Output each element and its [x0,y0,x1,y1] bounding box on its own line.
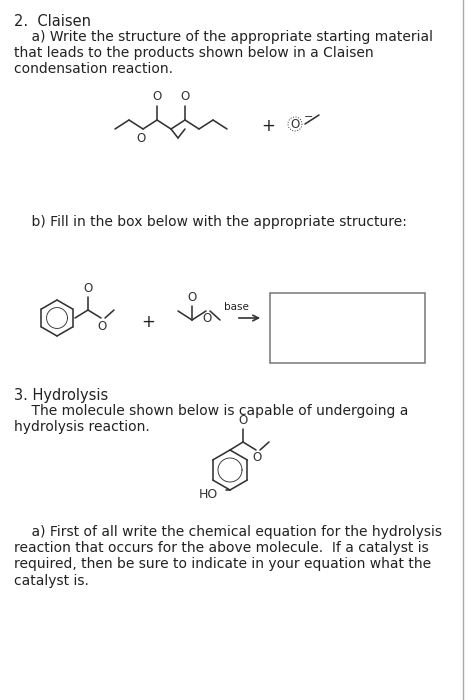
Text: HO: HO [198,487,218,500]
Text: base: base [223,302,248,312]
Text: O: O [83,282,92,295]
Text: O: O [290,118,299,132]
Text: O: O [187,291,196,304]
Text: The molecule shown below is capable of undergoing a
hydrolysis reaction.: The molecule shown below is capable of u… [14,404,407,434]
Text: O: O [252,451,261,464]
Text: a) Write the structure of the appropriate starting material
that leads to the pr: a) Write the structure of the appropriat… [14,30,432,76]
Text: b) Fill in the box below with the appropriate structure:: b) Fill in the box below with the approp… [14,215,406,229]
Text: +: + [260,117,274,135]
Text: O: O [136,132,145,145]
Text: 3. Hydrolysis: 3. Hydrolysis [14,388,108,403]
Text: a) First of all write the chemical equation for the hydrolysis
reaction that occ: a) First of all write the chemical equat… [14,525,441,587]
Text: O: O [238,414,247,427]
Bar [269,293,424,363]
Text: O: O [202,312,211,325]
Text: +: + [141,313,155,331]
Text: O: O [180,90,189,103]
Text: O: O [152,90,161,103]
Text: −: − [303,112,313,122]
Text: 2.  Claisen: 2. Claisen [14,14,91,29]
Text: O: O [97,320,107,333]
